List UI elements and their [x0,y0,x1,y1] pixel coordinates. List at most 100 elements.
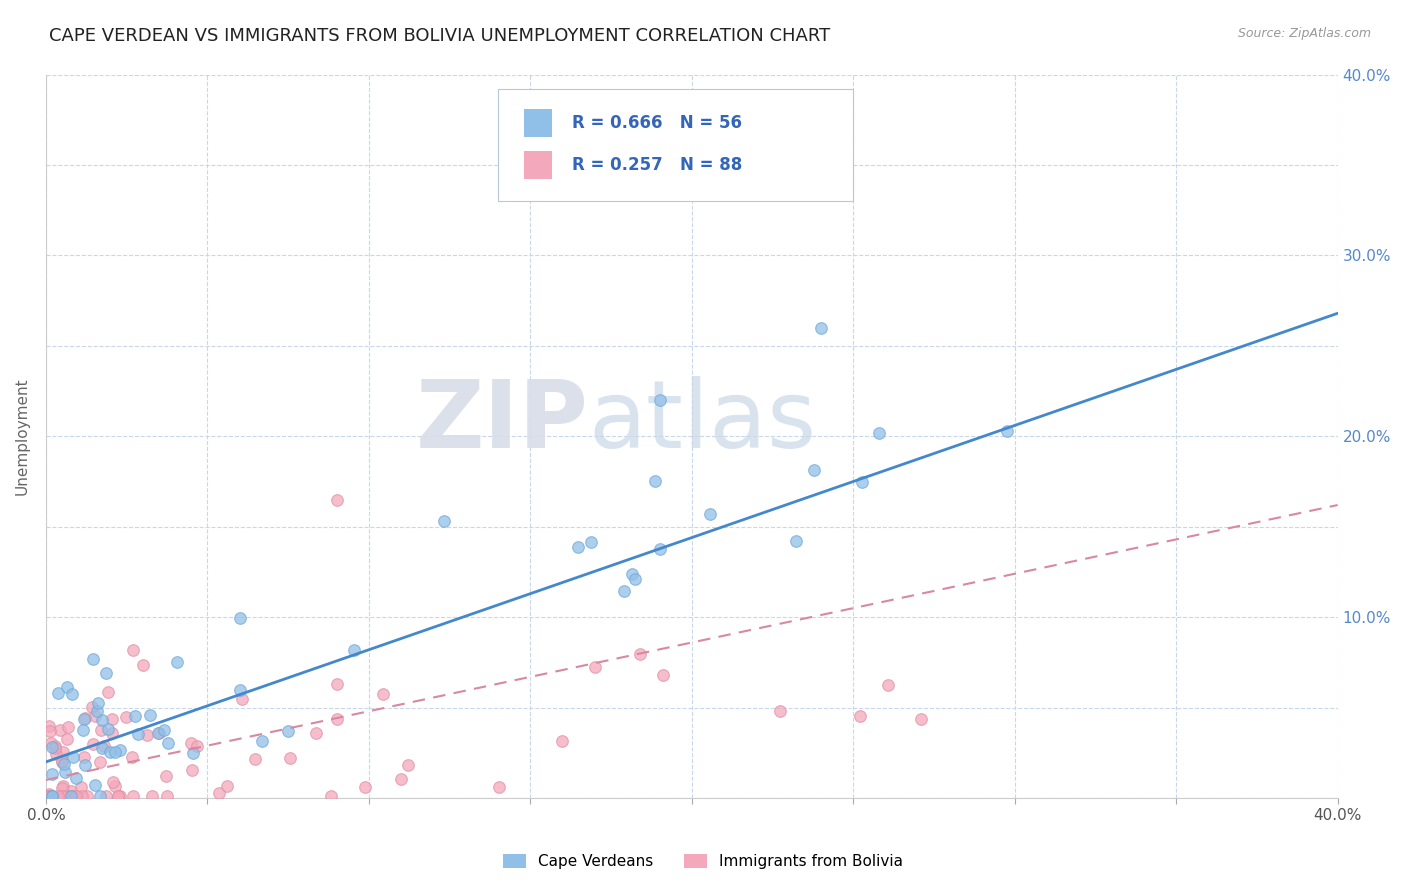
Point [371,688,394,702]
Point [121,642,143,657]
Text: CAPE VERDEAN VS IMMIGRANTS FROM BOLIVIA UNEMPLOYMENT CORRELATION CHART: CAPE VERDEAN VS IMMIGRANTS FROM BOLIVIA … [49,27,831,45]
Point [139,708,162,723]
Point [60,789,83,804]
Point [39,736,62,750]
Point [82,737,104,751]
Point [155,769,177,783]
Point [60,687,83,701]
Point [103,775,125,789]
Point [41,789,63,804]
Point [56,680,79,694]
Point [59,784,82,798]
Point [231,692,253,706]
Point [628,648,651,662]
Point [52,779,75,793]
Point [186,739,208,753]
Point [90,723,112,737]
Point [107,789,129,804]
Point [122,789,145,804]
Point [38,789,60,804]
Point [153,723,176,737]
Point [104,745,127,759]
Point [180,764,202,778]
Point [848,708,870,723]
Point [343,643,366,657]
Point [581,534,603,549]
Point [104,779,127,793]
Point [46,789,69,804]
Point [250,734,273,748]
Point [127,727,149,741]
Text: ZIP: ZIP [416,376,589,467]
Point [121,750,143,764]
Point [433,515,456,529]
Point [58,720,80,734]
Point [181,746,204,760]
Point [215,779,238,793]
Point [62,789,84,804]
Point [277,724,299,739]
Point [38,719,60,733]
Point [124,709,146,723]
Point [304,726,326,740]
Point [156,789,179,804]
Point [769,704,792,718]
Point [70,789,93,804]
Point [51,756,73,770]
Point [62,789,84,804]
Point [648,393,671,408]
Point [44,740,66,755]
Point [114,710,136,724]
Point [325,712,347,726]
Point [72,723,94,738]
Point [38,789,60,804]
Point [583,659,606,673]
Point [82,652,104,666]
Point [278,751,301,765]
Point [82,699,104,714]
Point [389,772,412,786]
Point [623,572,645,586]
Point [785,533,807,548]
Point [321,789,343,804]
Point [98,745,121,759]
Point [146,725,169,739]
Point [353,780,375,794]
Point [65,771,87,785]
Point [851,475,873,489]
Point [53,789,76,804]
Point [83,778,105,792]
Point [38,724,60,739]
Text: R = 0.666   N = 56: R = 0.666 N = 56 [572,114,742,132]
Point [41,740,63,755]
Point [551,734,574,748]
Point [75,711,97,725]
Point [41,789,63,804]
Point [97,685,120,699]
Point [89,755,111,769]
Point [166,655,188,669]
Point [51,755,73,769]
Point [38,789,60,804]
Point [53,765,76,780]
Point [87,696,110,710]
Text: Source: ZipAtlas.com: Source: ZipAtlas.com [1237,27,1371,40]
Point [132,658,155,673]
Point [44,739,66,753]
Point [70,780,93,795]
Point [76,789,98,804]
Point [53,757,76,772]
Point [101,712,124,726]
Point [325,677,347,691]
Text: R = 0.257   N = 88: R = 0.257 N = 88 [572,156,742,174]
Point [73,749,96,764]
Point [60,789,83,804]
Point [651,667,673,681]
Point [51,789,73,804]
Point [803,463,825,477]
Point [55,731,77,746]
Point [97,722,120,736]
Y-axis label: Unemployment: Unemployment [15,377,30,495]
Point [325,492,347,507]
Point [89,789,111,804]
